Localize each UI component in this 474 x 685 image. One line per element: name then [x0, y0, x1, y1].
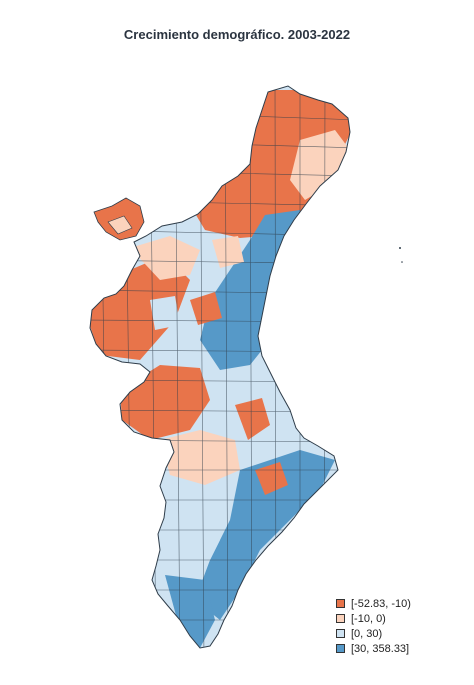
legend-swatch — [336, 644, 345, 653]
legend-swatch — [336, 599, 345, 608]
legend-item: [30, 358.33] — [336, 641, 411, 656]
legend-item: [-52.83, -10) — [336, 596, 411, 611]
legend-label: [-52.83, -10) — [351, 597, 411, 610]
legend-swatch — [336, 614, 345, 623]
legend-label: [30, 358.33] — [351, 642, 410, 655]
legend-item: [0, 30) — [336, 626, 411, 641]
map-title: Crecimiento demográfico. 2003-2022 — [123, 27, 351, 42]
legend: [-52.83, -10) [-10, 0) [0, 30) [30, 358.… — [336, 596, 411, 656]
legend-item: [-10, 0) — [336, 611, 411, 626]
legend-swatch — [336, 629, 345, 638]
legend-label: [0, 30) — [351, 627, 383, 640]
legend-label: [-10, 0) — [351, 612, 386, 625]
